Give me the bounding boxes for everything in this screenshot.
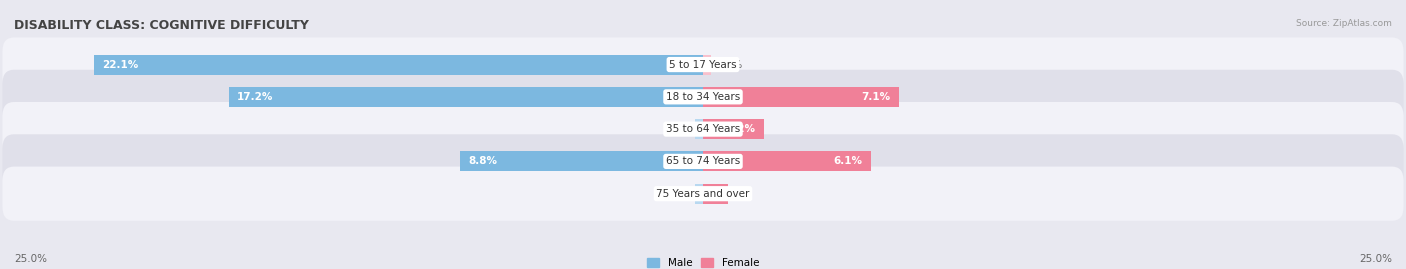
Bar xyxy=(703,87,898,107)
Text: 0.0%: 0.0% xyxy=(664,124,689,134)
Bar xyxy=(229,87,703,107)
Legend: Male, Female: Male, Female xyxy=(643,254,763,269)
Bar xyxy=(703,119,763,139)
Bar xyxy=(703,55,711,75)
Text: DISABILITY CLASS: COGNITIVE DIFFICULTY: DISABILITY CLASS: COGNITIVE DIFFICULTY xyxy=(14,19,309,32)
Text: 2.2%: 2.2% xyxy=(727,124,755,134)
Text: 6.1%: 6.1% xyxy=(834,156,863,167)
Text: 0.91%: 0.91% xyxy=(683,189,720,199)
Text: 25.0%: 25.0% xyxy=(14,254,46,264)
FancyBboxPatch shape xyxy=(3,167,1403,221)
FancyBboxPatch shape xyxy=(3,70,1403,124)
Text: 0.0%: 0.0% xyxy=(664,189,689,199)
Text: 0.0%: 0.0% xyxy=(717,59,742,70)
Bar xyxy=(94,55,703,75)
Bar xyxy=(461,151,703,171)
Text: 5 to 17 Years: 5 to 17 Years xyxy=(669,59,737,70)
FancyBboxPatch shape xyxy=(3,102,1403,156)
Bar xyxy=(695,119,703,139)
Text: 7.1%: 7.1% xyxy=(862,92,890,102)
Text: 8.8%: 8.8% xyxy=(468,156,498,167)
Text: 18 to 34 Years: 18 to 34 Years xyxy=(666,92,740,102)
Bar xyxy=(703,151,872,171)
Text: 17.2%: 17.2% xyxy=(238,92,274,102)
Text: Source: ZipAtlas.com: Source: ZipAtlas.com xyxy=(1296,19,1392,28)
Bar xyxy=(703,184,728,204)
Text: 65 to 74 Years: 65 to 74 Years xyxy=(666,156,740,167)
Text: 22.1%: 22.1% xyxy=(103,59,139,70)
FancyBboxPatch shape xyxy=(3,134,1403,189)
Text: 75 Years and over: 75 Years and over xyxy=(657,189,749,199)
Text: 35 to 64 Years: 35 to 64 Years xyxy=(666,124,740,134)
Text: 25.0%: 25.0% xyxy=(1360,254,1392,264)
FancyBboxPatch shape xyxy=(3,37,1403,92)
Bar xyxy=(695,184,703,204)
